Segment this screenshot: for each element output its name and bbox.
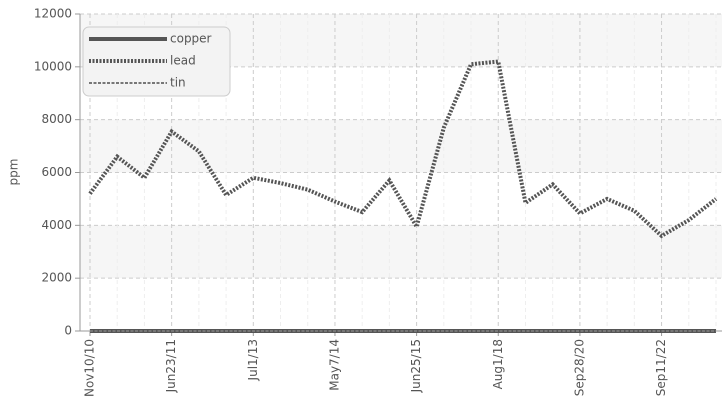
series-line (88, 59, 718, 239)
y-tick-label: 12000 (34, 7, 72, 21)
x-tick-label: Sep11/22 (654, 339, 668, 396)
x-tick-label: Nov10/10 (83, 339, 97, 397)
legend: copper lead tin (82, 26, 231, 97)
legend-label: copper (170, 32, 212, 46)
legend-label: lead (170, 54, 196, 68)
y-tick-label: 4000 (41, 218, 72, 232)
x-tick-label: Jul1/13 (246, 339, 260, 381)
y-tick-label: 0 (64, 324, 72, 338)
y-tick-label: 2000 (41, 271, 72, 285)
band (80, 225, 722, 279)
band (80, 119, 722, 173)
y-tick-label: 8000 (41, 112, 72, 126)
y-tick-label: 6000 (41, 165, 72, 179)
x-tick-label: Jun23/11 (164, 339, 178, 393)
x-tick-label: Sep28/20 (572, 339, 586, 396)
x-tick-label: May7/14 (327, 339, 341, 391)
y-axis-label: ppm (7, 159, 21, 186)
legend-label: tin (170, 76, 186, 90)
x-tick-label: Jun25/15 (409, 339, 423, 393)
x-tick-label: Aug1/18 (491, 339, 505, 389)
y-tick-label: 10000 (34, 59, 72, 73)
